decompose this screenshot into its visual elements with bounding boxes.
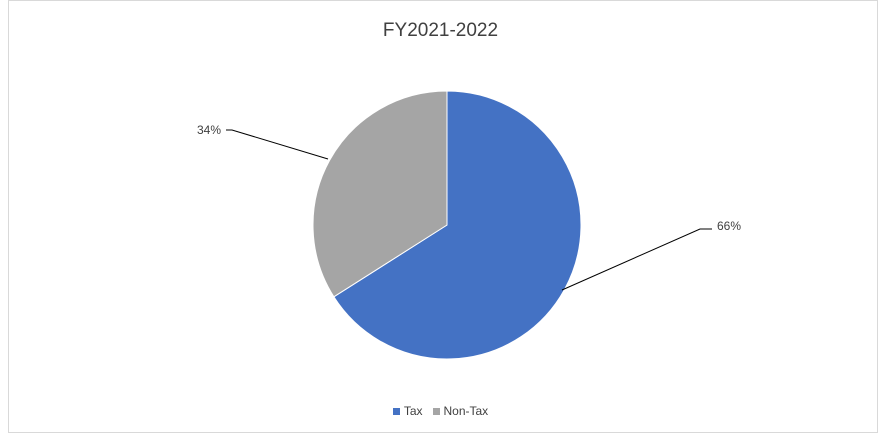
legend-label-non-tax: Non-Tax — [443, 404, 489, 418]
data-label-non-tax: 34% — [197, 123, 221, 137]
pie-slices — [312, 90, 582, 360]
pie-slice-tax — [333, 90, 582, 360]
legend-item-tax: Tax — [392, 404, 423, 418]
legend-swatch-tax — [392, 407, 400, 415]
leader-line-non-tax — [226, 129, 329, 160]
legend-label-tax: Tax — [403, 404, 423, 418]
legend-item-non-tax: Non-Tax — [432, 404, 489, 418]
leader-lines — [226, 129, 712, 291]
data-labels: 66% 34% — [197, 123, 741, 233]
leader-line-tax — [561, 228, 712, 291]
pie-slice-non-tax — [312, 90, 448, 298]
data-label-tax: 66% — [717, 219, 741, 233]
legend: Tax Non-Tax — [0, 404, 881, 418]
legend-swatch-non-tax — [432, 407, 440, 415]
chart-title: FY2021-2022 — [382, 20, 499, 41]
